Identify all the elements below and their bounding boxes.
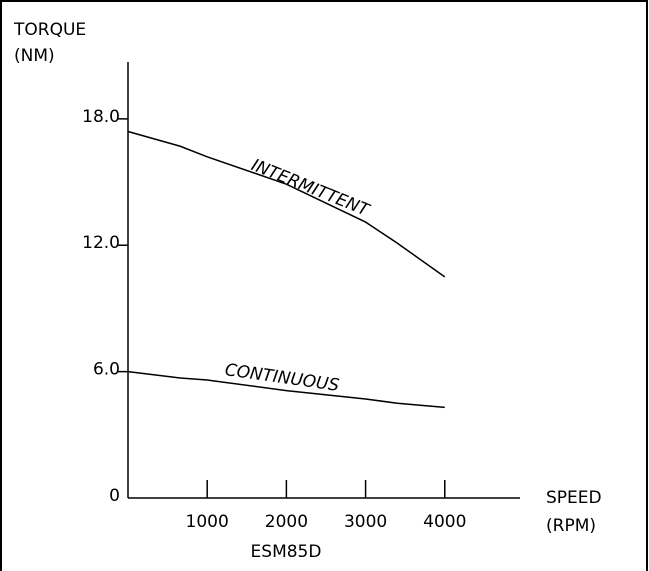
- y-axis-label: (NM): [14, 46, 55, 66]
- series-label: INTERMITTENT: [248, 155, 373, 221]
- x-tick-label: 2000: [265, 512, 308, 532]
- x-axis-label: (RPM): [546, 516, 596, 536]
- x-tick-label: 4000: [423, 512, 466, 532]
- y-axis-label: TORQUE: [13, 20, 86, 40]
- x-tick-label: 3000: [344, 512, 387, 532]
- y-tick-label: 0: [109, 486, 120, 506]
- x-axis-label: SPEED: [546, 488, 602, 508]
- x-tick-label: 1000: [186, 512, 229, 532]
- series-line: [127, 370, 445, 409]
- y-tick-label: 12.0: [82, 233, 120, 253]
- y-tick-label: 6.0: [93, 360, 120, 380]
- chart-title: ESM85D: [251, 542, 322, 562]
- series-line: [127, 130, 446, 278]
- y-tick-label: 18.0: [82, 107, 120, 127]
